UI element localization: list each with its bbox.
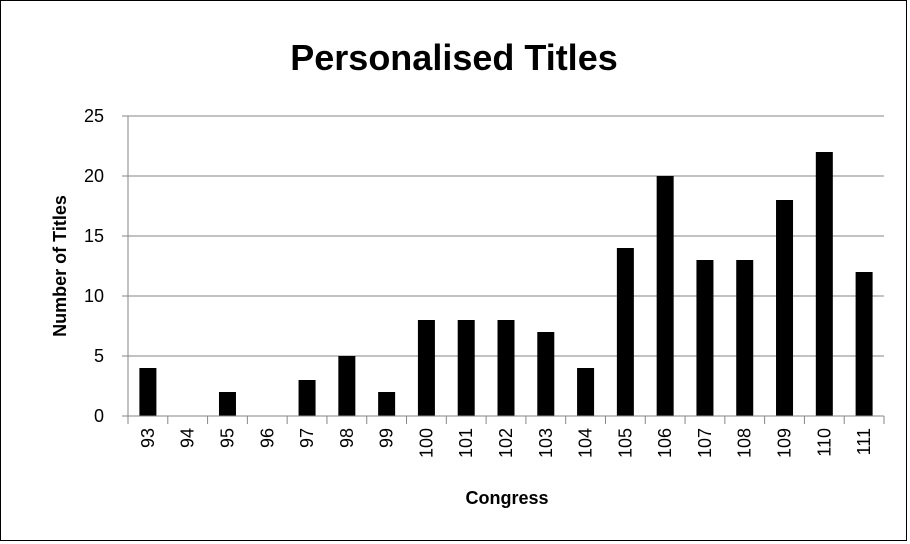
chart-title: Personalised Titles bbox=[290, 37, 617, 78]
y-tick-label: 25 bbox=[84, 106, 104, 126]
bar-101 bbox=[457, 320, 475, 416]
x-tick-label: 102 bbox=[496, 428, 516, 458]
x-tick-label: 109 bbox=[775, 428, 795, 458]
x-tick-label: 107 bbox=[695, 428, 715, 458]
x-tick-label: 111 bbox=[854, 428, 874, 455]
bar-97 bbox=[298, 380, 316, 416]
y-tick-label: 15 bbox=[84, 226, 104, 246]
bar-93 bbox=[139, 368, 157, 416]
bar-102 bbox=[497, 320, 515, 416]
x-tick-label: 105 bbox=[615, 428, 635, 458]
x-tick-label: 101 bbox=[456, 428, 476, 458]
x-tick-label: 98 bbox=[337, 428, 357, 448]
gridlines bbox=[128, 115, 884, 357]
x-tick-label: 99 bbox=[377, 428, 397, 448]
bar-100 bbox=[417, 320, 435, 416]
axes bbox=[122, 115, 885, 424]
y-tick-label: 5 bbox=[94, 346, 104, 366]
x-tick-label: 95 bbox=[217, 428, 237, 448]
x-tick-label: 100 bbox=[416, 428, 436, 458]
y-tick-label: 20 bbox=[84, 166, 104, 186]
bar-95 bbox=[218, 392, 236, 416]
x-tick-label: 96 bbox=[257, 428, 277, 448]
x-tick-label: 104 bbox=[576, 428, 596, 458]
bar-111 bbox=[855, 272, 873, 416]
x-tick-label: 93 bbox=[138, 428, 158, 448]
y-tick-labels: 0 5 10 15 20 25 bbox=[84, 106, 104, 426]
bar-104 bbox=[577, 368, 595, 416]
bar-98 bbox=[338, 356, 356, 416]
bar-109 bbox=[776, 200, 794, 416]
bar-107 bbox=[696, 260, 714, 416]
x-tick-label: 97 bbox=[297, 428, 317, 448]
bar-105 bbox=[616, 248, 634, 416]
bars bbox=[139, 152, 873, 416]
x-tick-label: 103 bbox=[536, 428, 556, 458]
y-axis-title: Number of Titles bbox=[50, 195, 70, 337]
bar-106 bbox=[656, 176, 674, 416]
x-axis-title: Congress bbox=[465, 488, 548, 508]
bar-110 bbox=[815, 152, 833, 416]
x-tick-labels: 93 94 95 96 97 98 99 100 101 102 103 104 105 106 107 10… bbox=[138, 428, 874, 458]
bar-99 bbox=[378, 392, 396, 416]
x-tick-label: 94 bbox=[178, 428, 198, 448]
bar-103 bbox=[537, 332, 555, 416]
bar-108 bbox=[736, 260, 754, 416]
y-tick-label: 0 bbox=[94, 406, 104, 426]
x-tick-label: 110 bbox=[814, 428, 834, 457]
y-tick-label: 10 bbox=[84, 286, 104, 306]
x-tick-label: 108 bbox=[735, 428, 755, 458]
x-tick-label: 106 bbox=[655, 428, 675, 458]
